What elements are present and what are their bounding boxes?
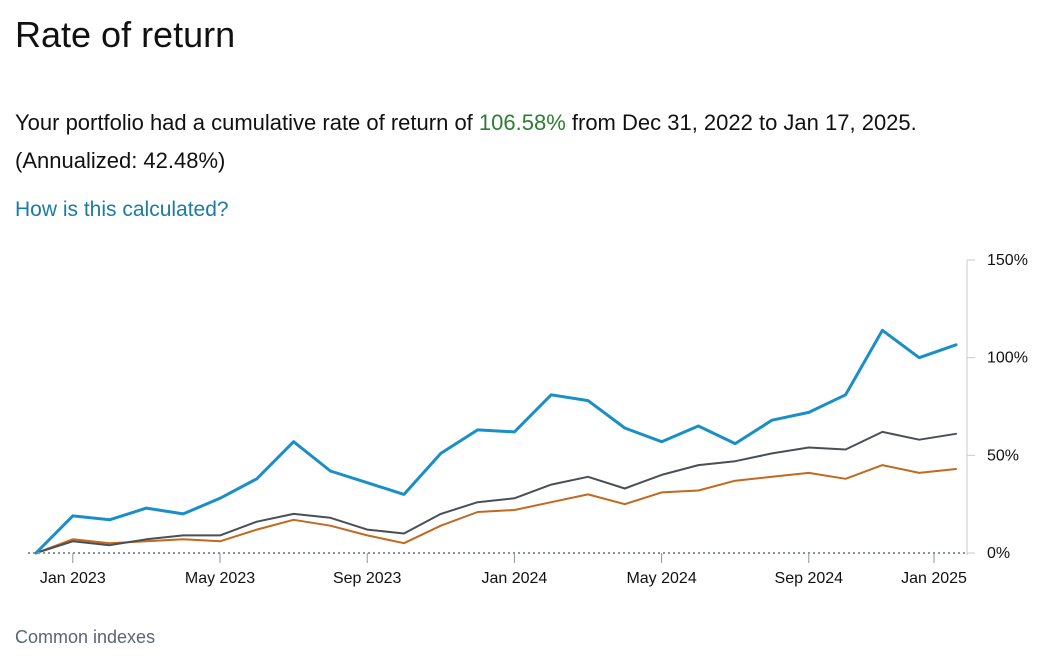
series-line-1	[34, 328, 958, 555]
y-tick-label: 0%	[987, 545, 1010, 562]
x-tick-label: Sep 2024	[775, 570, 844, 587]
summary-prefix: Your portfolio had a cumulative rate of …	[15, 110, 479, 135]
series-line-2	[35, 430, 957, 554]
rate-of-return-chart: 0% 50% 100% 150% Jan 2023 May 2023 Sep 2023 Jan…	[28, 252, 1028, 587]
common-indexes-heading: Common indexes	[15, 627, 156, 647]
x-tick-label: Jan 2025	[901, 570, 967, 587]
x-tick-label: Jan 2023	[40, 570, 106, 587]
x-tick-label: Jan 2024	[481, 570, 547, 587]
page-title: Rate of return	[15, 14, 236, 55]
cumulative-return-value: 106.58%	[478, 110, 566, 135]
how-calculated-link[interactable]: How is this calculated?	[15, 198, 229, 221]
y-tick-label: 50%	[987, 447, 1019, 464]
x-tick-label: Sep 2023	[333, 570, 402, 587]
x-tick-label: May 2023	[185, 570, 255, 587]
series-line-3	[35, 464, 957, 554]
series-layer	[34, 328, 958, 555]
y-tick-label: 150%	[987, 252, 1028, 269]
summary-suffix: from Dec 31, 2022 to Jan 17, 2025. (Annu…	[15, 110, 917, 173]
y-tick-label: 100%	[987, 350, 1028, 367]
return-summary: Your portfolio had a cumulative rate of …	[15, 104, 1015, 180]
x-tick-label: May 2024	[626, 570, 696, 587]
axis-layer: 0% 50% 100% 150% Jan 2023 May 2023 Sep 2023 Jan…	[28, 252, 1028, 587]
